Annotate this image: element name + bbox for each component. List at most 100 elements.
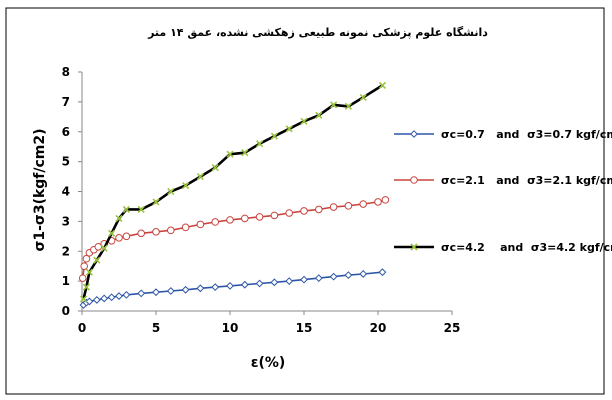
data-point-marker	[285, 209, 294, 217]
data-point-marker	[85, 297, 94, 306]
data-point-marker	[122, 290, 131, 299]
data-point-marker	[270, 132, 278, 140]
y-tick-label: 4	[62, 185, 70, 199]
data-point-marker	[344, 202, 353, 210]
y-ticks: 0 1 2 3 4 5 6 7 8	[62, 65, 82, 318]
data-point-marker	[226, 281, 234, 290]
data-point-marker	[78, 274, 87, 282]
x-tick-label: 25	[444, 321, 461, 335]
data-point-marker	[152, 288, 160, 297]
x-ticks: 0 5 10 15 20 25	[78, 311, 461, 335]
x-tick-label: 20	[370, 321, 387, 335]
data-point-marker	[226, 150, 234, 158]
data-point-marker	[137, 229, 145, 238]
data-point-marker	[79, 295, 88, 303]
x-tick-label: 15	[296, 321, 313, 335]
data-point-marker	[93, 256, 101, 264]
data-point-marker	[300, 117, 308, 125]
legend-label: σc=4.2 and σ3=4.2 kgf/cm2	[441, 241, 612, 254]
data-point-marker	[285, 277, 294, 286]
data-point-marker	[92, 296, 101, 304]
data-point-marker	[300, 275, 308, 284]
data-point-marker	[241, 214, 249, 223]
data-point-marker	[115, 292, 123, 300]
data-point-marker	[374, 198, 382, 206]
y-tick-label: 1	[62, 274, 70, 288]
data-point-marker	[381, 196, 390, 204]
data-point-marker	[167, 187, 175, 196]
x-tick-label: 0	[78, 321, 86, 335]
data-point-marker	[240, 280, 249, 289]
data-point-marker	[378, 81, 387, 90]
data-point-marker	[115, 214, 123, 222]
data-point-marker	[329, 203, 338, 211]
y-tick-label: 8	[62, 65, 70, 79]
data-point-marker	[137, 289, 146, 298]
data-point-marker	[115, 234, 123, 242]
legend-label: σc=2.1 and σ3=2.1 kgf/cm2	[441, 174, 612, 187]
data-point-marker	[196, 284, 205, 293]
data-point-marker	[270, 211, 279, 220]
data-point-marker	[122, 232, 131, 241]
data-point-marker	[315, 111, 323, 119]
data-point-marker	[108, 229, 116, 237]
data-point-marker	[314, 274, 323, 283]
legend: σc=0.7 and σ3=0.7 kgf/cm2 σc=2.1 and σ3=2…	[394, 128, 612, 254]
data-point-marker	[82, 283, 91, 291]
data-point-marker	[344, 102, 352, 110]
data-point-marker	[255, 279, 264, 288]
data-point-marker	[196, 172, 204, 181]
data-point-marker	[241, 149, 249, 157]
data-point-marker	[410, 176, 418, 184]
x-tick-label: 10	[222, 321, 239, 335]
data-point-marker	[85, 268, 93, 276]
data-point-marker	[167, 226, 175, 235]
data-point-marker	[410, 130, 418, 138]
data-point-marker	[270, 278, 279, 287]
x-tick-label: 5	[152, 321, 160, 335]
data-point-marker	[100, 294, 109, 303]
series-1	[79, 268, 387, 309]
data-point-marker	[410, 243, 418, 251]
y-tick-label: 0	[62, 304, 70, 318]
y-axis-title: σ1-σ3(kgf/cm2)	[32, 128, 48, 251]
data-point-marker	[285, 125, 293, 133]
data-point-marker	[359, 200, 368, 208]
data-point-marker	[182, 181, 190, 190]
data-point-marker	[211, 283, 220, 292]
y-tick-label: 7	[62, 95, 70, 109]
data-point-marker	[107, 293, 116, 302]
data-point-marker	[80, 262, 89, 270]
data-point-marker	[359, 93, 367, 101]
data-point-marker	[100, 244, 108, 252]
data-point-marker	[196, 220, 205, 229]
x-axis-title: ε(%)	[251, 355, 286, 371]
data-point-marker	[255, 213, 264, 221]
data-point-marker	[330, 101, 338, 109]
data-point-marker	[122, 205, 130, 213]
data-point-marker	[256, 140, 264, 148]
data-point-marker	[211, 218, 219, 226]
legend-item-2: σc=2.1 and σ3=2.1 kgf/cm2	[394, 174, 612, 187]
data-point-marker	[152, 228, 160, 236]
y-tick-label: 3	[62, 214, 70, 228]
y-tick-label: 2	[62, 244, 70, 258]
legend-item-1: σc=0.7 and σ3=0.7 kgf/cm2	[394, 128, 612, 141]
legend-label: σc=0.7 and σ3=0.7 kgf/cm2	[441, 128, 612, 141]
data-point-marker	[300, 207, 308, 215]
data-point-marker	[211, 164, 219, 172]
data-point-marker	[82, 254, 91, 263]
y-tick-label: 6	[62, 125, 70, 139]
series-group	[78, 81, 390, 309]
legend-item-3: σc=4.2 and σ3=4.2 kgf/cm2	[394, 241, 612, 254]
data-point-marker	[152, 198, 160, 206]
series-3	[79, 81, 387, 303]
data-point-marker	[181, 285, 190, 294]
data-point-marker	[315, 205, 323, 214]
data-point-marker	[359, 270, 368, 278]
chart-title: دانشگاه علوم پزشکی نمونه طبیعی زهکشی نشد…	[147, 26, 488, 39]
data-point-marker	[137, 205, 145, 213]
data-point-marker	[181, 223, 190, 232]
